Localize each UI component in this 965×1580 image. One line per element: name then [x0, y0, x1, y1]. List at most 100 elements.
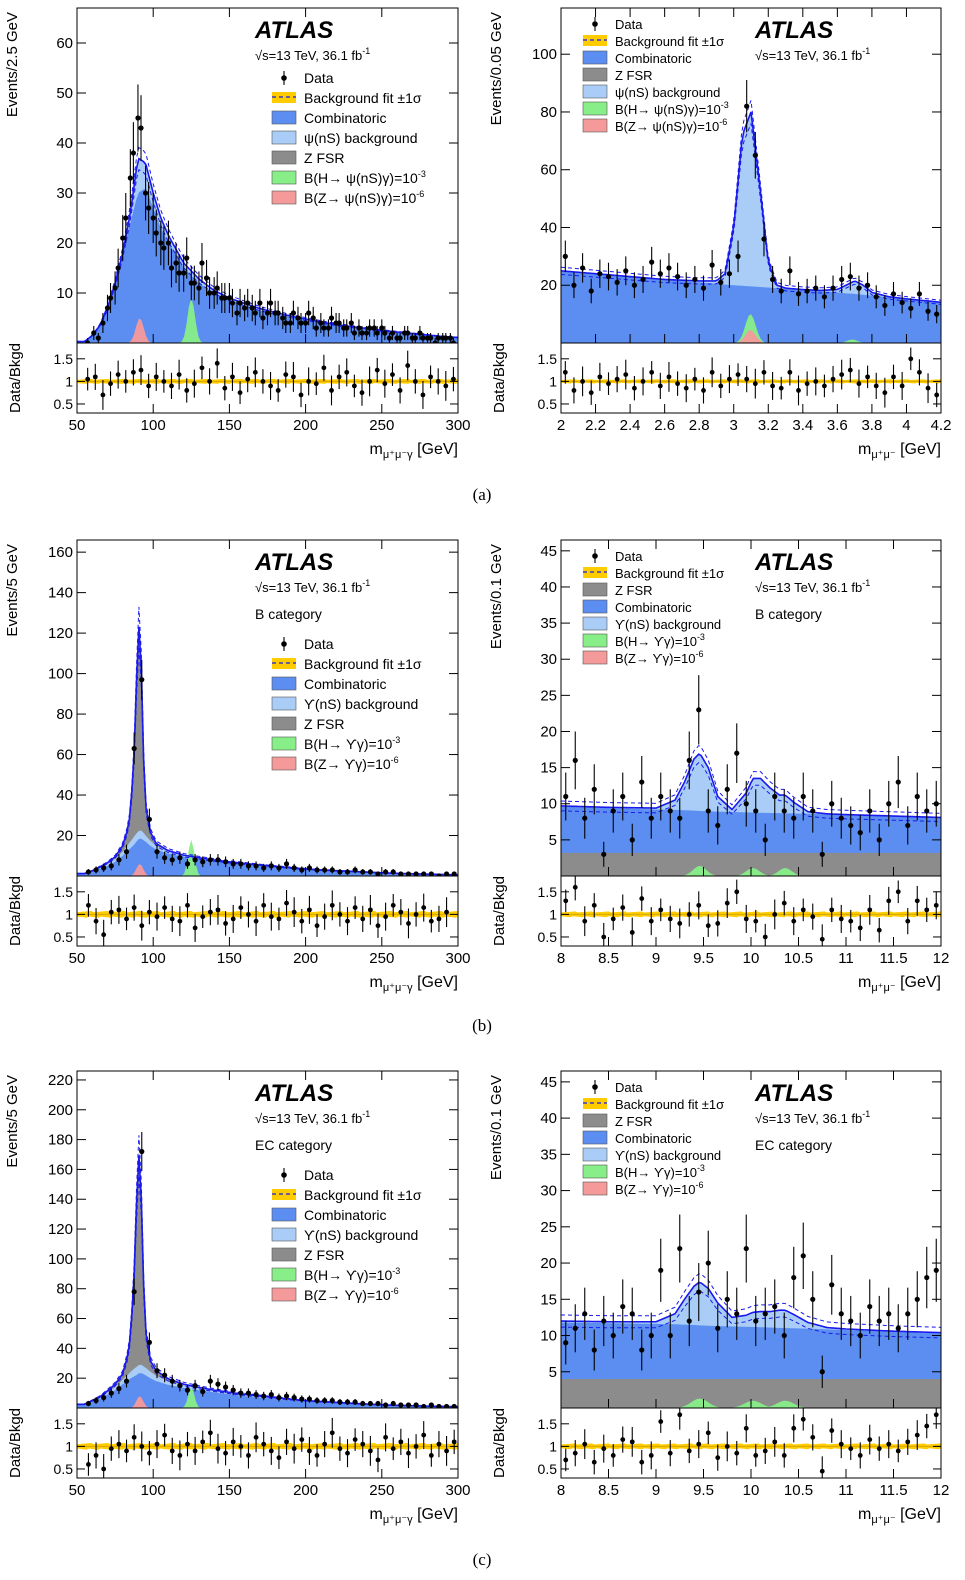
ratio-marker	[299, 1437, 305, 1443]
ratio-marker	[696, 1441, 702, 1447]
legend-item: B(Z→ ϒγ)=10-6	[271, 755, 399, 772]
data-point	[692, 265, 698, 294]
x-tick-label: 50	[69, 1482, 86, 1499]
energy-text: √s=13 TeV, 36.1 fb	[255, 1111, 362, 1126]
data-marker	[857, 1332, 863, 1339]
ratio-point	[261, 1431, 267, 1457]
legend-label: B(Z→ ϒγ)=10-6	[304, 1286, 399, 1303]
ratio-point	[451, 366, 456, 392]
data-marker	[306, 865, 313, 871]
data-marker	[839, 276, 845, 283]
legend-data-marker	[281, 641, 287, 647]
ratio-point	[169, 372, 174, 399]
data-marker	[787, 268, 793, 274]
energy-text: √s=13 TeV, 36.1 fb	[255, 580, 362, 595]
ratio-point	[787, 359, 793, 386]
ratio-marker	[261, 902, 267, 908]
data-point	[107, 283, 114, 313]
ratio-marker	[677, 1412, 683, 1418]
ratio-point	[639, 886, 645, 911]
legend-item: Combinatoric	[582, 1130, 692, 1146]
data-point	[257, 288, 263, 318]
legend-label: Background fit ±1σ	[615, 1097, 724, 1112]
data-point	[139, 659, 145, 700]
data-point	[135, 84, 141, 152]
data-point	[321, 319, 327, 337]
ratio-point	[865, 365, 870, 389]
data-marker	[371, 325, 377, 331]
legend-item: Data	[592, 549, 643, 564]
ratio-point	[383, 1423, 389, 1452]
ratio-point	[299, 908, 305, 934]
data-marker	[829, 801, 835, 807]
ratio-marker	[360, 1441, 366, 1447]
data-marker	[856, 285, 862, 291]
data-marker	[658, 1267, 664, 1273]
data-point	[344, 869, 351, 875]
data-marker	[367, 869, 373, 875]
ratio-point	[761, 360, 767, 385]
ratio-point	[260, 369, 266, 394]
data-marker	[386, 335, 393, 341]
data-marker	[579, 265, 586, 271]
ratio-marker	[375, 923, 381, 929]
data-marker	[95, 335, 101, 341]
ratio-point	[230, 904, 236, 933]
data-marker	[245, 300, 251, 306]
data-marker	[139, 1148, 145, 1155]
data-point	[299, 1395, 305, 1403]
ratio-point	[428, 909, 434, 933]
data-marker	[237, 300, 243, 306]
data-marker	[283, 320, 289, 326]
x-axis-unit: [GeV]	[896, 974, 941, 991]
data-marker	[337, 869, 343, 875]
data-marker	[724, 1296, 730, 1302]
data-marker	[169, 857, 175, 863]
x-tick-label: 8.5	[598, 950, 619, 967]
ratio-point	[406, 1438, 411, 1469]
ratio-point	[813, 367, 819, 396]
legend-label: Z FSR	[615, 1114, 653, 1129]
x-tick-label: 300	[445, 950, 470, 967]
legend-text: Data	[615, 549, 643, 564]
data-point	[245, 1388, 252, 1398]
data-marker	[601, 1318, 607, 1324]
ratio-point	[185, 893, 190, 918]
ratio-marker	[696, 902, 702, 908]
x-axis-label: mμ⁺μ⁻γ [GeV]	[370, 974, 458, 994]
data-marker	[363, 330, 370, 336]
data-point	[162, 851, 168, 864]
legend-label: ϒ(nS) background	[304, 1227, 418, 1243]
data-marker	[337, 1399, 343, 1405]
data-point	[200, 1386, 206, 1397]
data-marker	[283, 1393, 290, 1399]
legend-text: Background fit ±1σ	[615, 566, 724, 581]
legend-label: Combinatoric	[615, 1131, 692, 1146]
data-point	[203, 259, 210, 297]
ratio-marker	[772, 911, 778, 917]
legend-label: Combinatoric	[304, 1207, 386, 1223]
y-tick-label: 160	[48, 1161, 73, 1178]
legend-text: Background fit ±1σ	[304, 1187, 422, 1203]
data-marker	[925, 308, 931, 314]
ratio-point	[715, 1444, 721, 1471]
data-point	[620, 772, 626, 821]
ratio-point	[329, 1417, 335, 1448]
legend-item: Background fit ±1σ	[272, 1187, 422, 1203]
data-marker	[215, 1381, 221, 1387]
ratio-y-tick-label: 0.5	[538, 929, 558, 945]
ratio-marker	[796, 388, 801, 393]
data-point	[116, 1383, 122, 1394]
ratio-point	[744, 366, 750, 393]
ratio-marker	[336, 374, 342, 380]
data-point	[226, 283, 232, 313]
data-point	[318, 313, 324, 333]
y-tick-label: 80	[540, 104, 557, 121]
data-marker	[562, 253, 568, 259]
ratio-marker	[161, 378, 167, 384]
data-marker	[230, 861, 236, 867]
data-marker	[351, 330, 357, 336]
y-tick-label: 80	[56, 1281, 73, 1298]
data-marker	[325, 325, 332, 331]
